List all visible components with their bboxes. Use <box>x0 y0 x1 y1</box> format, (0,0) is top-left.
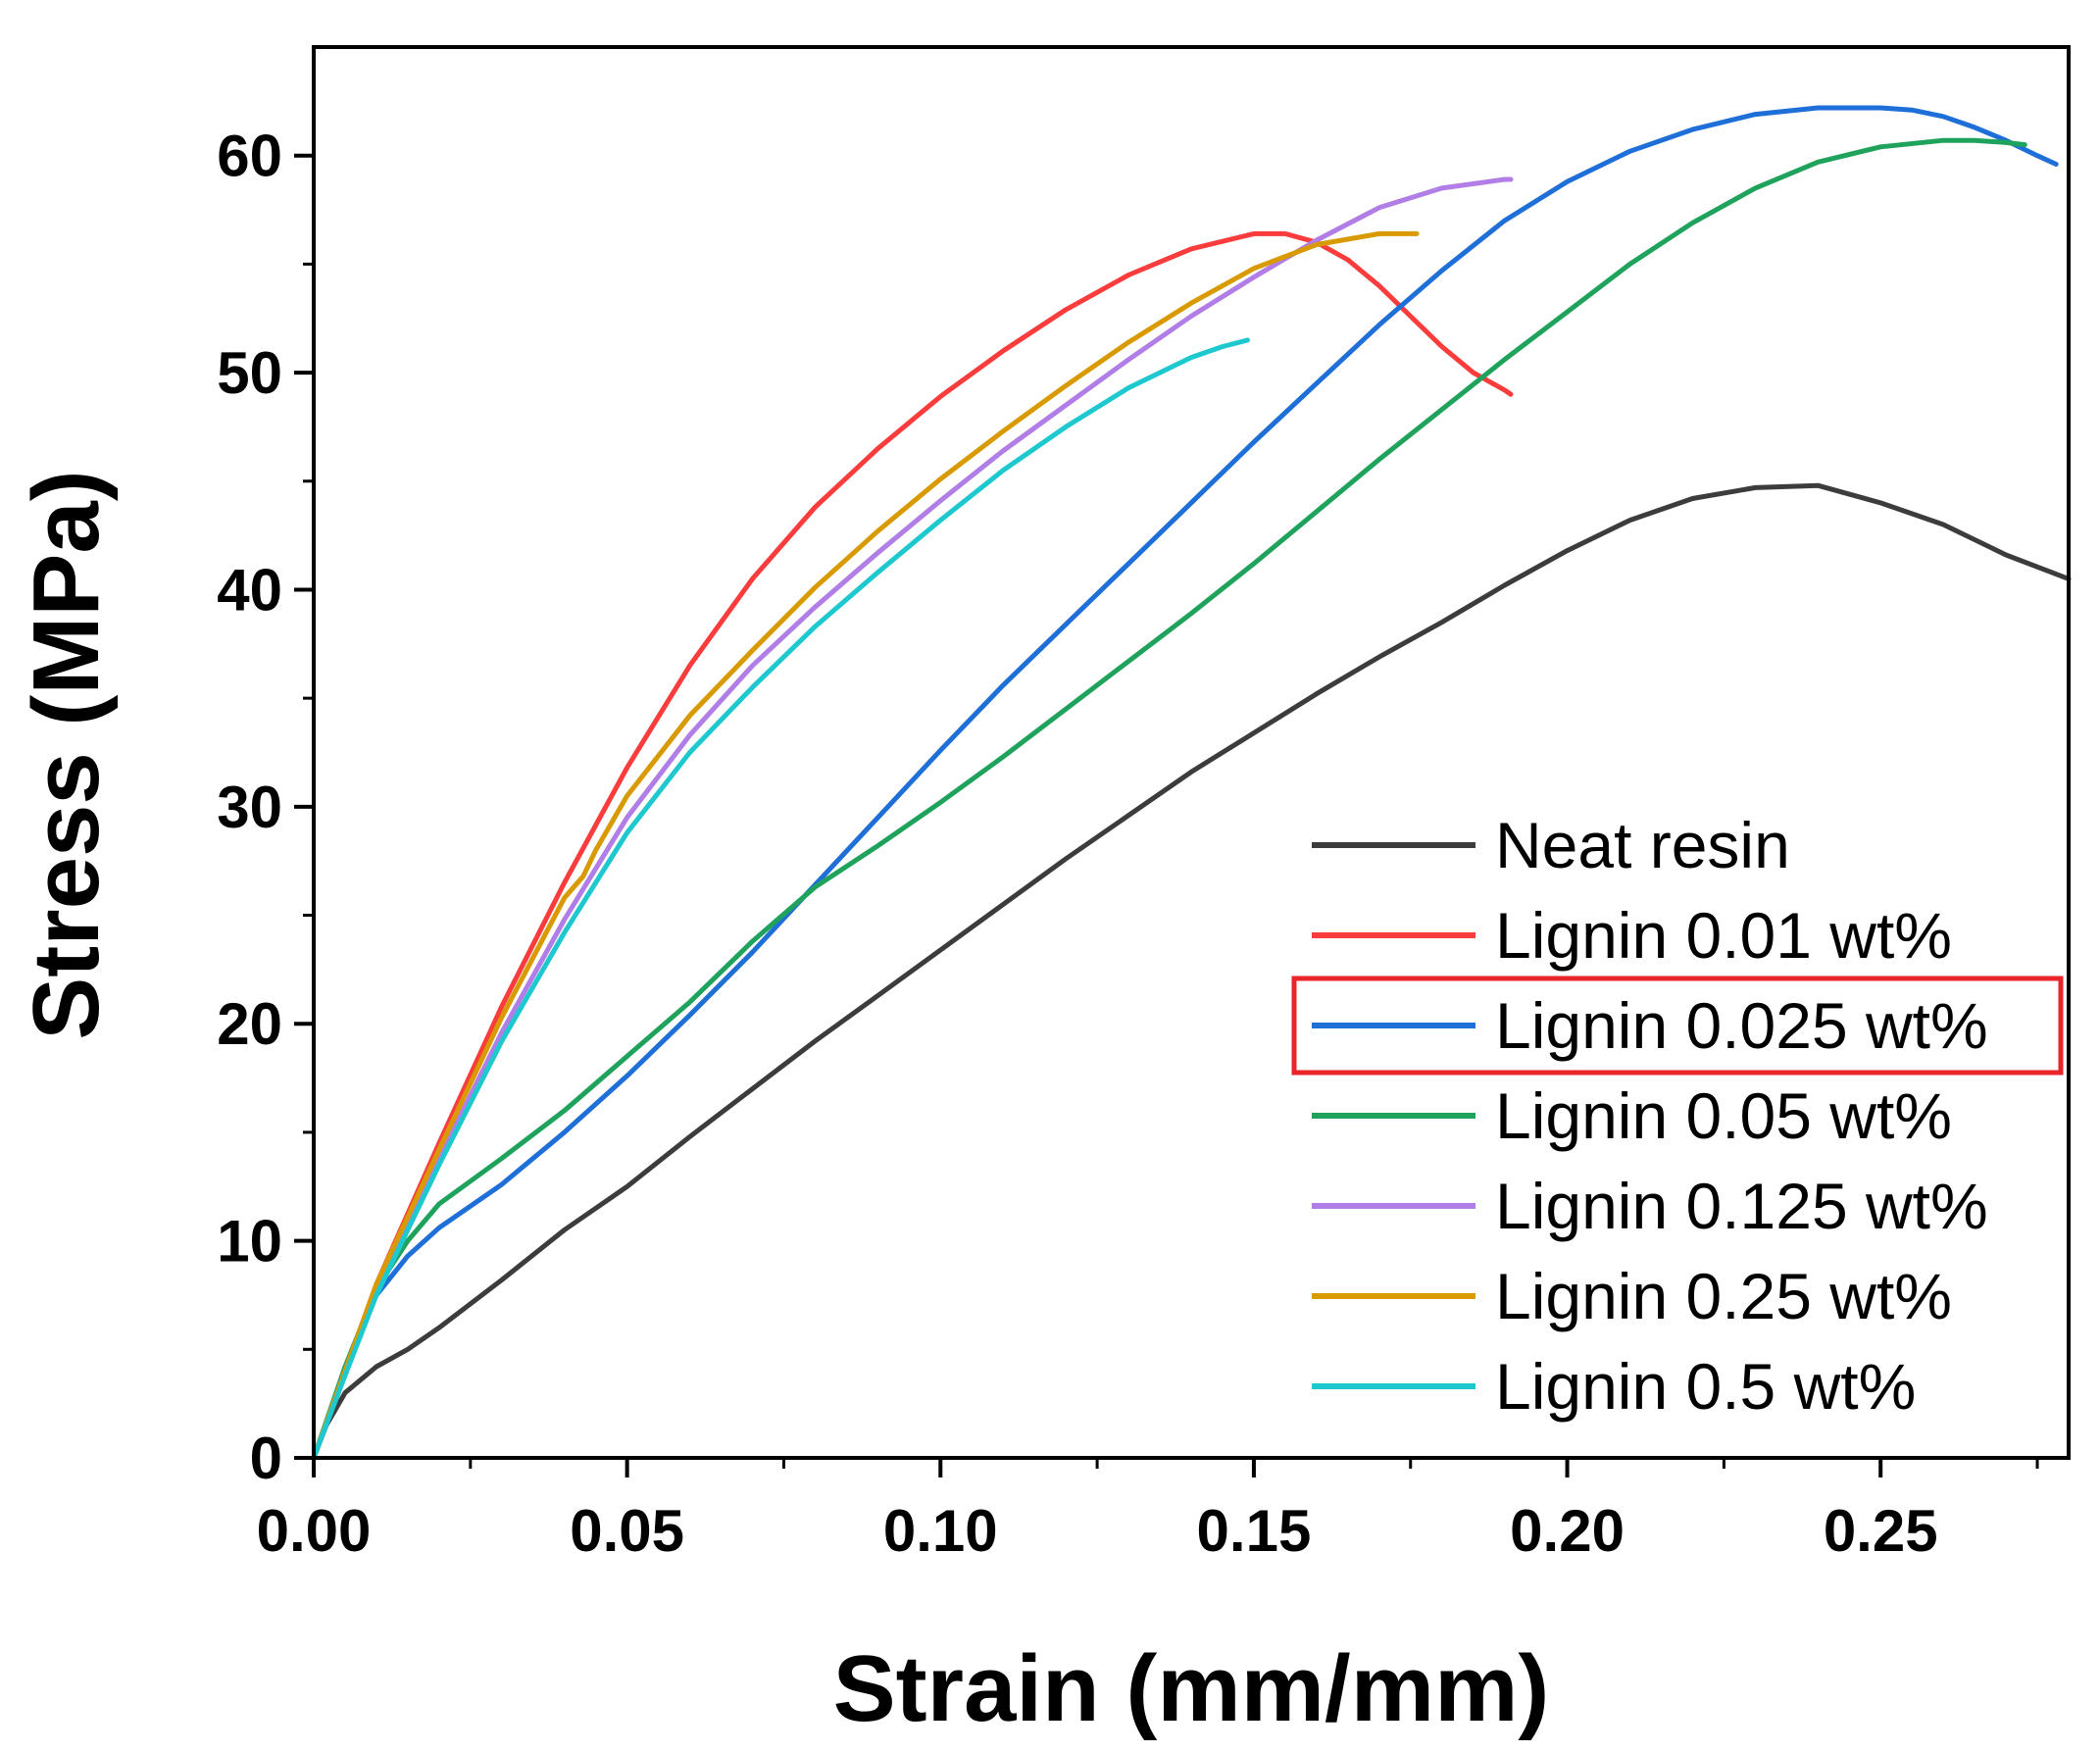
series-line-2 <box>311 105 2059 1461</box>
y-tick-label: 40 <box>217 557 282 623</box>
legend-label-1: Lignin 0.01 wt% <box>1495 899 1952 972</box>
x-tick-label: 0.20 <box>1510 1498 1625 1564</box>
x-tick-label: 0.15 <box>1197 1498 1312 1564</box>
legend-label-4: Lignin 0.125 wt% <box>1495 1170 1988 1242</box>
legend-label-5: Lignin 0.25 wt% <box>1495 1260 1952 1332</box>
y-tick-label: 60 <box>217 124 282 189</box>
y-tick-label: 30 <box>217 775 282 840</box>
series-line-6 <box>311 337 1250 1461</box>
legend-label-6: Lignin 0.5 wt% <box>1495 1350 1916 1423</box>
x-tick-label: 0.05 <box>570 1498 684 1564</box>
series-line-5 <box>311 230 1420 1461</box>
y-tick-label: 10 <box>217 1209 282 1275</box>
legend-label-3: Lignin 0.05 wt% <box>1495 1079 1952 1152</box>
legend-label-0: Neat resin <box>1495 809 1790 881</box>
y-tick-label: 50 <box>217 340 282 406</box>
y-tick-label: 0 <box>250 1426 282 1491</box>
series-line-4 <box>311 176 1514 1461</box>
x-axis-title: Strain (mm/mm) <box>833 1636 1550 1741</box>
y-axis-title: Stress (MPa) <box>14 470 119 1040</box>
legend-label-2: Lignin 0.025 wt% <box>1495 989 1988 1062</box>
y-tick-label: 20 <box>217 991 282 1057</box>
x-tick-label: 0.10 <box>883 1498 998 1564</box>
series-line-0 <box>311 482 2072 1461</box>
legend: Neat resin Lignin 0.01 wt% Lignin 0.025 wt… <box>1291 809 2064 1423</box>
series-line-3 <box>311 137 2027 1461</box>
axes-layer: 0.00 0.05 0.10 0.15 0.20 0.25 0 10 20 30 40 50 60 <box>217 45 2071 1564</box>
x-tick-label: 0.25 <box>1824 1498 1938 1564</box>
x-tick-label: 0.00 <box>257 1498 372 1564</box>
series-line-1 <box>311 230 1514 1461</box>
plot-frame <box>312 45 2071 1460</box>
legend-highlight-box <box>1291 976 2064 1076</box>
series-layer <box>311 105 2072 1461</box>
